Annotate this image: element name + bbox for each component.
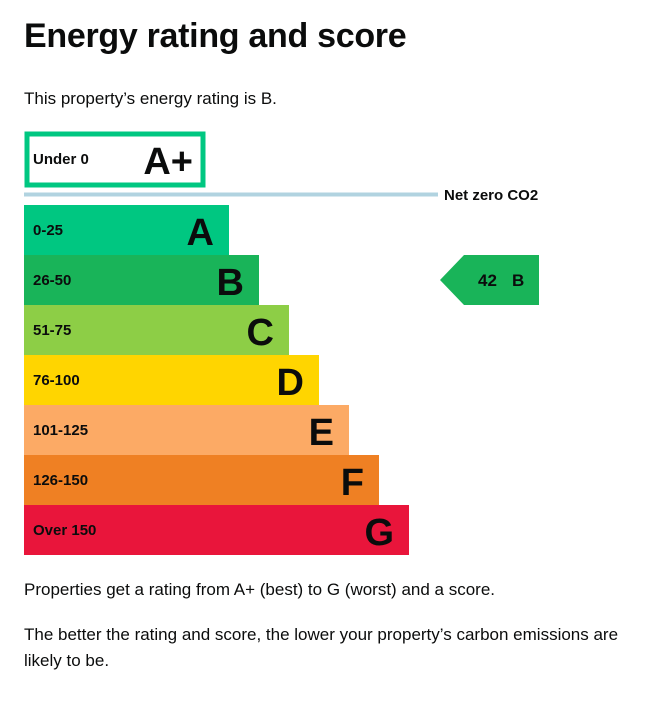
band-e-letter: E xyxy=(309,412,334,454)
band-b-letter: B xyxy=(217,262,244,304)
current-band: B xyxy=(512,271,524,290)
band-a-plus-letter: A+ xyxy=(143,141,193,183)
band-e-range: 101-125 xyxy=(33,422,88,439)
band-a-bar xyxy=(24,205,229,255)
band-a-letter: A xyxy=(187,212,214,254)
band-b-bar xyxy=(24,255,259,305)
band-f-bar xyxy=(24,455,379,505)
rating-summary: This property’s energy rating is B. xyxy=(24,89,277,108)
band-b-range: 26-50 xyxy=(33,272,71,289)
band-a-plus-range: Under 0 xyxy=(33,151,89,168)
rating-scale-note: Properties get a rating from A+ (best) t… xyxy=(24,580,496,599)
page-title: Energy rating and score xyxy=(24,17,407,55)
band-d-range: 76-100 xyxy=(33,372,80,389)
band-g-letter: G xyxy=(364,512,394,554)
band-d-letter: D xyxy=(277,362,304,404)
band-e-bar xyxy=(24,405,349,455)
band-g-bar xyxy=(24,505,409,555)
band-d-bar xyxy=(24,355,319,405)
band-c-letter: C xyxy=(247,312,274,354)
band-a-plus-box xyxy=(24,131,206,188)
net-zero-label: Net zero CO2 xyxy=(444,187,538,204)
band-g-range: Over 150 xyxy=(33,522,96,539)
band-f-range: 126-150 xyxy=(33,472,88,489)
band-a-range: 0-25 xyxy=(33,222,63,239)
current-score: 42 xyxy=(478,271,497,290)
band-c-range: 51-75 xyxy=(33,322,71,339)
carbon-emissions-note: The better the rating and score, the low… xyxy=(24,625,619,670)
current-rating-arrow xyxy=(440,255,539,305)
band-c-bar xyxy=(24,305,289,355)
band-f-letter: F xyxy=(341,462,364,504)
